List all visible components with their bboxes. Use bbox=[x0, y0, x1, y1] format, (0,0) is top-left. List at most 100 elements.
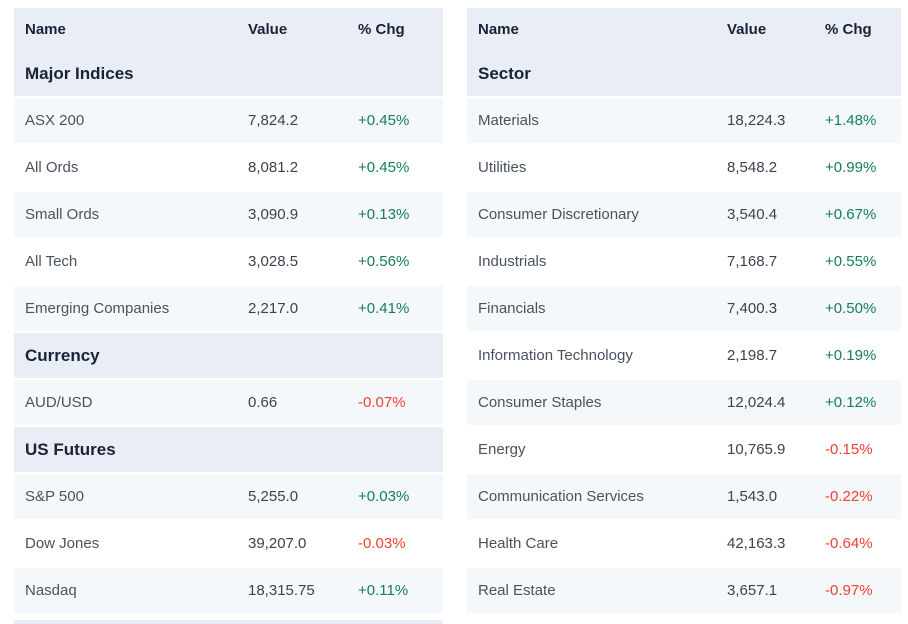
section-header-row: Major Indices bbox=[14, 51, 443, 96]
table-row[interactable]: All Tech 3,028.5 +0.56% bbox=[14, 239, 443, 284]
table-row[interactable]: ASX 200 7,824.2 +0.45% bbox=[14, 98, 443, 143]
row-value: 3,028.5 bbox=[248, 253, 299, 270]
row-name: Health Care bbox=[478, 535, 559, 552]
row-name: Consumer Staples bbox=[478, 394, 602, 411]
row-chg: -0.03% bbox=[358, 535, 406, 552]
row-name: Energy bbox=[478, 441, 526, 458]
row-value: 8,081.2 bbox=[248, 159, 299, 176]
row-name: Utilities bbox=[478, 159, 527, 176]
table-row[interactable]: Consumer Discretionary 3,540.4 +0.67% bbox=[467, 192, 901, 237]
indices-table: Name Value % Chg Major Indices ASX 200 7… bbox=[14, 8, 443, 615]
table-row[interactable]: Nasdaq 18,315.75 +0.11% bbox=[14, 568, 443, 613]
section-title: Currency bbox=[25, 345, 100, 365]
row-name: Industrials bbox=[478, 253, 547, 270]
row-name: All Ords bbox=[25, 159, 79, 176]
table-row[interactable]: S&P 500 5,255.0 +0.03% bbox=[14, 474, 443, 519]
row-chg: +0.45% bbox=[358, 112, 410, 129]
section-header-row: Sector bbox=[467, 51, 901, 96]
row-value: 2,217.0 bbox=[248, 300, 299, 317]
row-chg: -0.97% bbox=[825, 582, 873, 599]
table-row[interactable]: AUD/USD 0.66 -0.07% bbox=[14, 380, 443, 425]
col-header-value: Value bbox=[727, 21, 767, 38]
row-name: S&P 500 bbox=[25, 488, 84, 505]
col-header-chg: % Chg bbox=[358, 21, 405, 38]
row-chg: -0.07% bbox=[358, 394, 406, 411]
row-name: Financials bbox=[478, 300, 546, 317]
row-chg: +0.41% bbox=[358, 300, 410, 317]
row-chg: -0.15% bbox=[825, 441, 873, 458]
col-header-chg: % Chg bbox=[825, 21, 872, 38]
row-value: 39,207.0 bbox=[248, 535, 307, 552]
row-value: 7,400.3 bbox=[727, 300, 778, 317]
row-name: All Tech bbox=[25, 253, 78, 270]
section-title: US Futures bbox=[25, 439, 116, 459]
row-value: 5,255.0 bbox=[248, 488, 299, 505]
section-title: Sector bbox=[478, 63, 531, 83]
table-row[interactable]: Industrials 7,168.7 +0.55% bbox=[467, 239, 901, 284]
table-row[interactable]: Dow Jones 39,207.0 -0.03% bbox=[14, 521, 443, 566]
row-name: Nasdaq bbox=[25, 582, 77, 599]
row-chg: +0.67% bbox=[825, 206, 877, 223]
row-name: Information Technology bbox=[478, 347, 633, 364]
row-name: Consumer Discretionary bbox=[478, 206, 639, 223]
table-row[interactable]: Real Estate 3,657.1 -0.97% bbox=[467, 568, 901, 613]
row-name: AUD/USD bbox=[25, 394, 93, 411]
row-value: 18,315.75 bbox=[248, 582, 315, 599]
row-value: 12,024.4 bbox=[727, 394, 786, 411]
table-row[interactable]: Emerging Companies 2,217.0 +0.41% bbox=[14, 286, 443, 331]
row-chg: +0.50% bbox=[825, 300, 877, 317]
next-section-peek bbox=[14, 620, 443, 624]
row-chg: +0.56% bbox=[358, 253, 410, 270]
row-value: 0.66 bbox=[248, 394, 278, 411]
row-name: Dow Jones bbox=[25, 535, 100, 552]
row-chg: +0.13% bbox=[358, 206, 410, 223]
column-header-row: Name Value % Chg bbox=[14, 8, 443, 51]
row-value: 7,168.7 bbox=[727, 253, 778, 270]
row-chg: +0.99% bbox=[825, 159, 877, 176]
row-chg: -0.22% bbox=[825, 488, 873, 505]
row-chg: +0.55% bbox=[825, 253, 877, 270]
table-row[interactable]: Utilities 8,548.2 +0.99% bbox=[467, 145, 901, 190]
column-header-row: Name Value % Chg bbox=[467, 8, 901, 51]
row-chg: +1.48% bbox=[825, 112, 877, 129]
row-name: ASX 200 bbox=[25, 112, 85, 129]
row-value: 3,657.1 bbox=[727, 582, 778, 599]
row-value: 8,548.2 bbox=[727, 159, 778, 176]
sectors-table: Name Value % Chg Sector Materials 18,224… bbox=[467, 8, 901, 615]
col-header-name: Name bbox=[478, 21, 519, 38]
section-header-row: Currency bbox=[14, 333, 443, 378]
section-title: Major Indices bbox=[25, 63, 134, 83]
row-name: Emerging Companies bbox=[25, 300, 170, 317]
row-name: Materials bbox=[478, 112, 539, 129]
row-value: 18,224.3 bbox=[727, 112, 786, 129]
row-value: 1,543.0 bbox=[727, 488, 778, 505]
row-value: 3,540.4 bbox=[727, 206, 778, 223]
table-row[interactable]: Financials 7,400.3 +0.50% bbox=[467, 286, 901, 331]
table-row[interactable]: Communication Services 1,543.0 -0.22% bbox=[467, 474, 901, 519]
section-header-row: US Futures bbox=[14, 427, 443, 472]
table-row[interactable]: Consumer Staples 12,024.4 +0.12% bbox=[467, 380, 901, 425]
table-row[interactable]: Small Ords 3,090.9 +0.13% bbox=[14, 192, 443, 237]
row-chg: +0.45% bbox=[358, 159, 410, 176]
col-header-name: Name bbox=[25, 21, 66, 38]
row-chg: +0.03% bbox=[358, 488, 410, 505]
row-name: Real Estate bbox=[478, 582, 556, 599]
row-chg: -0.64% bbox=[825, 535, 873, 552]
col-header-value: Value bbox=[248, 21, 288, 38]
row-value: 2,198.7 bbox=[727, 347, 778, 364]
table-row[interactable]: All Ords 8,081.2 +0.45% bbox=[14, 145, 443, 190]
table-row[interactable]: Information Technology 2,198.7 +0.19% bbox=[467, 333, 901, 378]
row-name: Communication Services bbox=[478, 488, 644, 505]
row-value: 10,765.9 bbox=[727, 441, 786, 458]
table-row[interactable]: Materials 18,224.3 +1.48% bbox=[467, 98, 901, 143]
row-value: 7,824.2 bbox=[248, 112, 299, 129]
table-row[interactable]: Health Care 42,163.3 -0.64% bbox=[467, 521, 901, 566]
row-name: Small Ords bbox=[25, 206, 100, 223]
table-row[interactable]: Energy 10,765.9 -0.15% bbox=[467, 427, 901, 472]
row-chg: +0.11% bbox=[358, 582, 409, 599]
row-chg: +0.12% bbox=[825, 394, 877, 411]
row-chg: +0.19% bbox=[825, 347, 877, 364]
row-value: 42,163.3 bbox=[727, 535, 786, 552]
row-value: 3,090.9 bbox=[248, 206, 299, 223]
